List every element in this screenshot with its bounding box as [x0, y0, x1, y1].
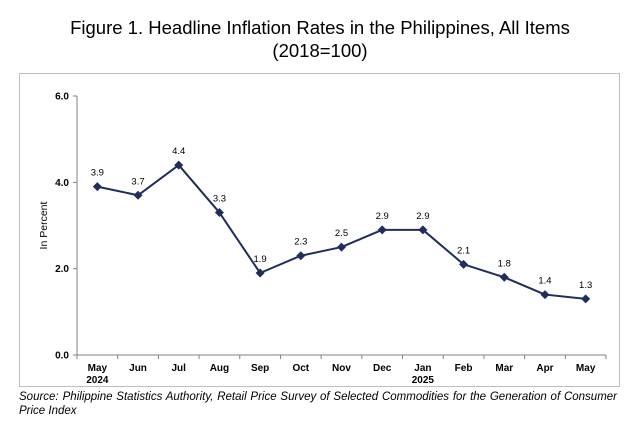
- x-tick-label: Mar: [495, 363, 513, 374]
- x-tick-label: Aug: [210, 363, 229, 374]
- x-tick-label: Jan: [414, 363, 431, 374]
- x-tick-label: Jul: [172, 363, 187, 374]
- data-point-marker: [174, 160, 184, 170]
- data-point-marker: [133, 190, 143, 200]
- data-label: 1.4: [538, 276, 551, 287]
- data-label: 3.9: [91, 168, 104, 179]
- data-label: 1.8: [498, 258, 511, 269]
- data-point-marker: [92, 182, 102, 192]
- y-tick-label: 0.0: [55, 351, 69, 362]
- data-label: 1.3: [579, 280, 592, 291]
- x-tick-label: Apr: [536, 363, 553, 374]
- y-tick-label: 2.0: [55, 264, 69, 275]
- data-point-marker: [296, 251, 306, 261]
- chart-title: Figure 1. Headline Inflation Rates in th…: [70, 17, 570, 38]
- x-tick-label: Oct: [292, 363, 309, 374]
- x-tick-sublabel: 2025: [412, 375, 435, 386]
- source-label: Source:: [19, 391, 59, 403]
- data-label: 1.9: [254, 254, 267, 265]
- y-axis-title: In Percent: [38, 201, 50, 249]
- data-label: 2.5: [335, 228, 348, 239]
- data-point-marker: [418, 225, 428, 235]
- x-tick-label: Sep: [251, 363, 269, 374]
- chart-frame: [19, 73, 620, 387]
- data-point-marker: [499, 272, 509, 282]
- x-tick-label: May: [88, 363, 108, 374]
- data-label: 4.4: [172, 146, 185, 157]
- source-note: Source: Philippine Statistics Authority, …: [19, 390, 617, 418]
- data-label: 2.9: [416, 211, 429, 222]
- x-tick-label: Jun: [129, 363, 147, 374]
- data-point-marker: [337, 242, 346, 252]
- data-point-marker: [459, 259, 469, 269]
- data-point-marker: [540, 290, 550, 300]
- y-tick-label: 4.0: [55, 178, 69, 189]
- chart-subtitle: (2018=100): [272, 40, 368, 61]
- data-point-marker: [214, 208, 224, 218]
- data-label: 3.7: [131, 176, 144, 187]
- x-tick-label: May: [576, 363, 596, 374]
- x-tick-label: Nov: [332, 363, 351, 374]
- source-text: Philippine Statistics Authority, Retail …: [19, 391, 617, 417]
- x-tick-label: Feb: [455, 363, 473, 374]
- data-label: 3.3: [213, 194, 226, 205]
- data-label: 2.3: [294, 237, 307, 248]
- data-point-marker: [581, 294, 591, 304]
- x-tick-label: Dec: [373, 363, 392, 374]
- data-label: 2.1: [457, 245, 470, 256]
- data-point-marker: [255, 268, 265, 278]
- data-point-marker: [377, 225, 387, 235]
- data-label: 2.9: [376, 211, 389, 222]
- x-tick-sublabel: 2024: [86, 375, 109, 386]
- y-tick-label: 6.0: [55, 92, 69, 103]
